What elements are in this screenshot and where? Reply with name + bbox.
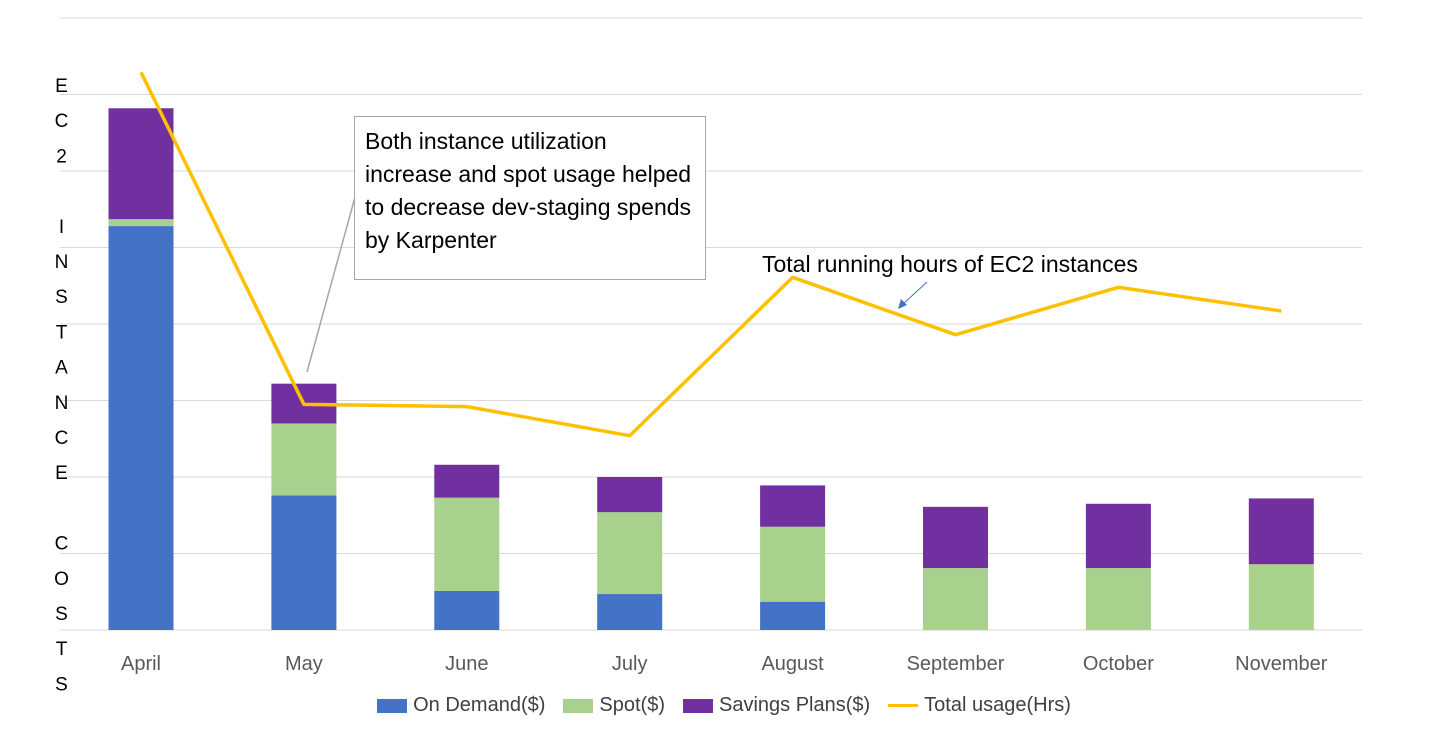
legend-label: On Demand($)	[413, 694, 546, 716]
bar-segment-spot	[434, 497, 500, 591]
x-tick-label: September	[907, 653, 1005, 675]
bar-segment-ondemand	[760, 601, 826, 630]
legend-label: Savings Plans($)	[718, 694, 871, 716]
bar-segment-savingsplans	[434, 464, 500, 498]
legend-item-total-usage: Total usage(Hrs)	[888, 694, 1071, 717]
bar-segment-ondemand	[434, 590, 500, 630]
bar-segment-savingsplans	[597, 477, 663, 513]
bar-segment-ondemand	[108, 226, 174, 630]
bar-segment-savingsplans	[1248, 498, 1314, 565]
bar-segment-savingsplans	[1085, 503, 1151, 569]
legend-label: Spot($)	[599, 694, 665, 716]
y-axis-label: EC2 INSTANCE COSTS	[51, 76, 72, 710]
legend-swatch	[377, 698, 408, 713]
bar-segment-spot	[1085, 568, 1151, 630]
bar-segment-ondemand	[271, 495, 337, 630]
x-tick-label: June	[445, 653, 488, 675]
x-tick-label: October	[1083, 653, 1154, 675]
legend-swatch	[563, 698, 594, 713]
line-annotation: Total running hours of EC2 instances	[762, 251, 1138, 277]
callout-annotation: Both instance utilization increase and s…	[354, 116, 706, 280]
bar-segment-spot	[597, 512, 663, 595]
legend-swatch	[682, 698, 713, 713]
legend-label: Total usage(Hrs)	[924, 694, 1071, 716]
bar-segment-spot	[923, 568, 988, 630]
bar-segment-savingsplans	[923, 506, 988, 569]
legend-item-spot: Spot($)	[563, 694, 665, 717]
bar-segment-spot	[1248, 564, 1314, 630]
arrow-icon	[898, 281, 928, 309]
x-tick-label: April	[121, 653, 161, 675]
bar-segment-spot	[760, 526, 826, 602]
bar-segment-spot	[108, 219, 174, 227]
legend-item-savings-plans: Savings Plans($)	[682, 694, 871, 717]
bar-segment-ondemand	[597, 594, 663, 630]
bar-segment-savingsplans	[108, 108, 174, 220]
legend-item-on-demand: On Demand($)	[377, 694, 545, 717]
x-tick-label: May	[285, 653, 323, 675]
legend-swatch	[888, 704, 919, 707]
x-tick-label: July	[612, 653, 648, 675]
x-tick-label: November	[1235, 653, 1328, 675]
bar-segment-spot	[271, 423, 337, 496]
legend: On Demand($) Spot($) Savings Plans($) To…	[0, 694, 1430, 717]
bar-segment-savingsplans	[760, 485, 826, 527]
x-tick-label: August	[761, 653, 824, 675]
callout-leader-line	[306, 196, 356, 373]
total-usage-line	[139, 71, 1282, 438]
